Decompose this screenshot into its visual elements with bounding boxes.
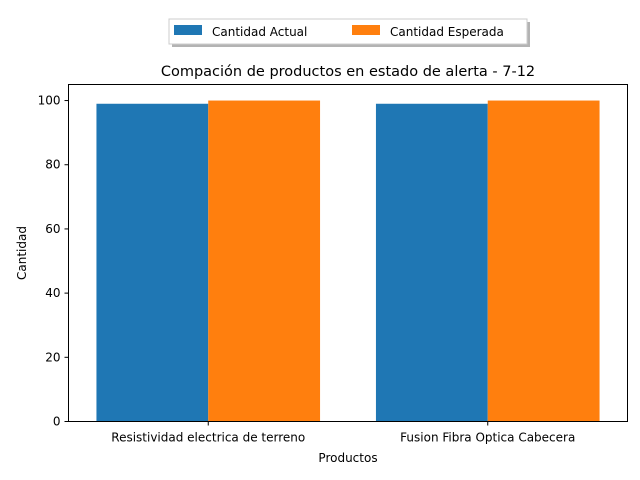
bar-cantidad-actual-2	[375, 103, 488, 422]
x-tick-label: Resistividad electrica de terreno	[111, 431, 305, 445]
x-tick-label: Fusion Fibra Optica Cabecera	[400, 431, 575, 445]
y-tick-label: 60	[45, 222, 60, 236]
y-axis-label: Cantidad	[15, 226, 29, 280]
y-tick-label: 0	[53, 415, 61, 429]
y-tick-label: 80	[45, 158, 60, 172]
x-axis-label: Productos	[318, 451, 377, 465]
axes-frame	[68, 84, 628, 422]
legend-frame	[168, 18, 528, 45]
bar-cantidad-actual-1	[96, 103, 209, 422]
plot-area: Resistividad electrica de terreno Fusion …	[38, 94, 600, 445]
legend-swatch-cantidad-esperada	[352, 25, 380, 35]
chart-title: Compación de productos en estado de aler…	[161, 64, 535, 80]
bar-cantidad-esperada-1	[208, 100, 321, 422]
y-tick-label: 40	[45, 286, 60, 300]
legend-label-cantidad-esperada: Cantidad Esperada	[390, 25, 504, 39]
bar-cantidad-esperada-2	[487, 100, 600, 422]
legend-label-cantidad-actual: Cantidad Actual	[212, 25, 307, 39]
y-tick-label: 20	[45, 350, 60, 364]
legend-swatch-cantidad-actual	[174, 25, 202, 35]
legend: Cantidad Actual Cantidad Esperada	[168, 18, 530, 47]
y-tick-label: 100	[38, 94, 61, 108]
